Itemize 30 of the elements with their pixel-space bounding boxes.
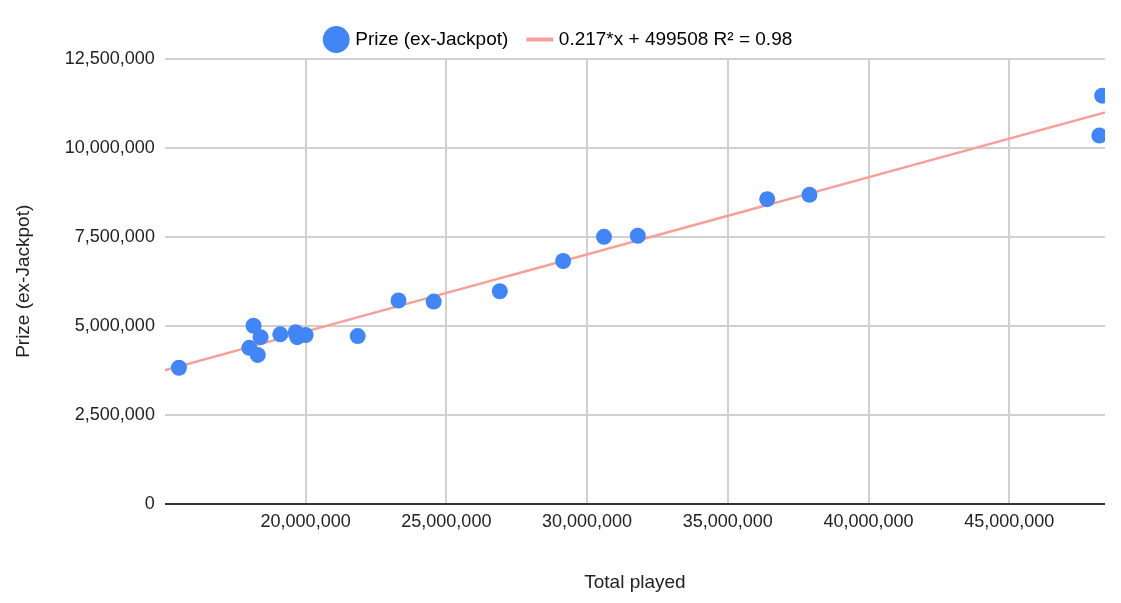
x-axis-title: Total played [584, 570, 686, 592]
point [425, 293, 442, 310]
point [629, 227, 646, 244]
x-tick-label: 45,000,000 [964, 511, 1055, 532]
point [249, 346, 266, 363]
x-tick-label: 20,000,000 [260, 511, 351, 532]
x-tick-label: 40,000,000 [823, 511, 914, 532]
point [491, 283, 508, 300]
point [252, 329, 269, 346]
point [390, 292, 407, 309]
y-tick-label: 2,500,000 [74, 403, 155, 424]
y-tick-label: 12,500,000 [64, 47, 155, 68]
legend-label: 0.217*x + 499508 R² = 0.98 [558, 27, 793, 49]
y-tick-label: 0 [144, 492, 155, 513]
point [801, 186, 818, 203]
point [759, 191, 776, 208]
point [555, 253, 572, 270]
legend-label: Prize (ex-Jackpot) [355, 27, 509, 49]
point [245, 317, 262, 334]
y-tick-label: 5,000,000 [74, 314, 155, 335]
y-axis-title: Prize (ex-Jackpot) [11, 204, 33, 358]
point [272, 326, 289, 343]
point [595, 228, 612, 245]
x-tick-label: 35,000,000 [682, 511, 773, 532]
x-tick-label: 25,000,000 [401, 511, 492, 532]
point [170, 359, 187, 376]
y-tick-label: 7,500,000 [74, 225, 155, 246]
x-tick-label: 30,000,000 [542, 511, 633, 532]
point [349, 328, 366, 345]
y-tick-label: 10,000,000 [64, 136, 155, 157]
